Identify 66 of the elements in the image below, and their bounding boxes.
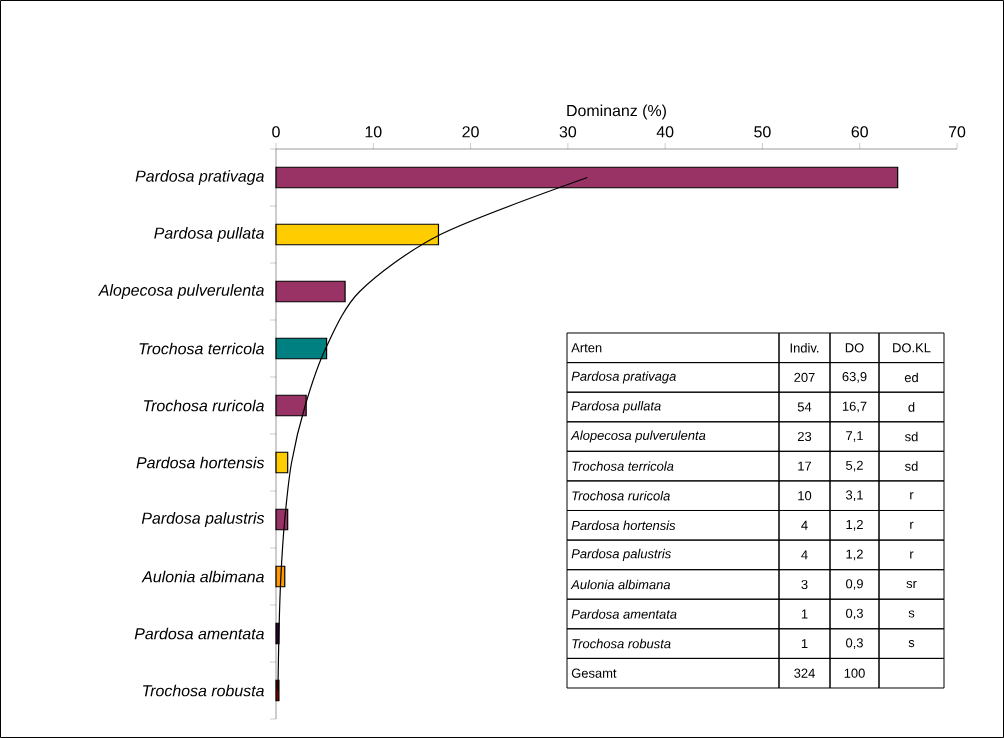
- x-tick-label: 70: [948, 126, 966, 138]
- x-axis-title: Dominanz (%): [567, 104, 666, 120]
- annotation: Indiv.: [790, 343, 819, 353]
- y-tick-label: Alopecosa pulverulenta: [98, 284, 264, 299]
- annotation: 23: [797, 431, 812, 442]
- annotation: DO: [845, 343, 864, 353]
- annotation: 54: [797, 402, 812, 412]
- category-label: Aulonia albimana: [570, 579, 671, 590]
- y-tick-label: Trochosa ruricola: [143, 399, 264, 412]
- annotation: 1,2: [846, 549, 863, 561]
- annotation: r: [910, 492, 914, 500]
- annotation: 63,9: [842, 372, 867, 383]
- annotation: sd: [905, 461, 918, 471]
- annotation: Arten: [571, 343, 602, 353]
- annotation: 324: [794, 668, 815, 678]
- annotation: r: [910, 521, 914, 529]
- annotation: 4: [801, 550, 808, 560]
- category-label: Trochosa robusta: [572, 638, 671, 649]
- annotation: s: [908, 610, 915, 618]
- x-tick-label: 0: [272, 126, 280, 138]
- y-tick-label: Aulonia albimana: [141, 570, 264, 583]
- category-label: Trochosa ruricola: [572, 490, 670, 501]
- annotation: 0,3: [846, 608, 863, 620]
- annotation: DO.KL: [893, 343, 931, 353]
- category-label: Pardosa palustris: [571, 548, 671, 561]
- annotation: sr: [906, 580, 917, 589]
- y-tick-label: Pardosa palustris: [141, 512, 265, 527]
- annotation: 207: [794, 372, 815, 382]
- y-tick-label: Trochosa terricola: [139, 342, 264, 355]
- y-tick-label: Pardosa pullata: [154, 227, 264, 242]
- category-label: Pardosa pullata: [571, 400, 661, 414]
- annotation: 0,3: [846, 638, 863, 649]
- x-tick-label: 40: [656, 126, 674, 138]
- annotation: 1: [801, 609, 808, 619]
- x-tick-label: 10: [365, 126, 382, 138]
- category-label: Pardosa hortensis: [571, 520, 676, 531]
- annotation: 7,1: [846, 431, 863, 442]
- y-tick-label: Pardosa hortensis: [136, 456, 265, 469]
- y-tick-label: Pardosa amentata: [134, 627, 264, 640]
- annotation: 3,1: [846, 490, 863, 502]
- annotation: 10: [798, 491, 812, 501]
- y-tick-label: Trochosa robusta: [143, 684, 264, 697]
- annotation: 4: [801, 520, 808, 530]
- annotation: 0,9: [846, 579, 863, 590]
- annotation: 3: [801, 579, 808, 590]
- annotation: s: [908, 640, 915, 648]
- annotation: sd: [905, 431, 918, 442]
- annotation: 1: [801, 639, 808, 649]
- annotation: 100: [844, 668, 865, 678]
- category-label: Pardosa amentata: [571, 609, 677, 619]
- x-tick-label: 30: [559, 126, 577, 138]
- category-label: Pardosa prativaga: [571, 371, 676, 384]
- annotation: d: [908, 402, 915, 412]
- annotation: Gesamt: [571, 668, 617, 678]
- x-tick-label: 50: [754, 126, 771, 138]
- annotation: r: [910, 551, 914, 559]
- annotation: 1,2: [846, 519, 863, 531]
- category-label: Alopecosa pulverulenta: [570, 430, 706, 443]
- y-tick-label: Pardosa prativaga: [135, 170, 264, 185]
- x-tick-label: 20: [462, 126, 479, 138]
- annotation: ed: [904, 372, 918, 383]
- category-label: Trochosa terricola: [572, 461, 674, 471]
- annotation: 17: [798, 461, 812, 471]
- x-tick-label: 60: [851, 126, 868, 138]
- annotation: 16,7: [842, 401, 867, 413]
- annotation: 5,2: [846, 460, 863, 472]
